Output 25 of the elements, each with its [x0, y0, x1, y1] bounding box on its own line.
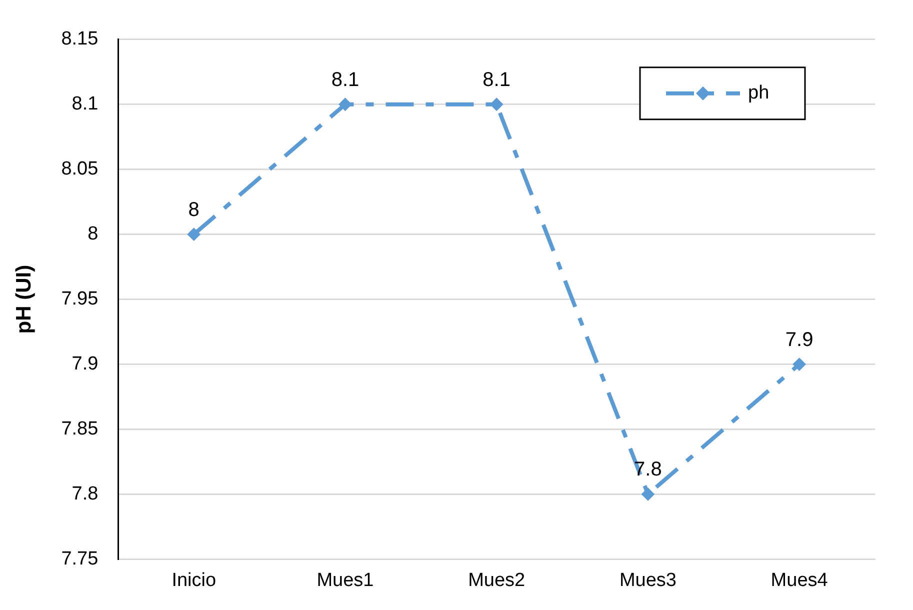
- x-tick-label: Mues1: [316, 570, 374, 591]
- point: [792, 358, 806, 371]
- point: [490, 98, 504, 111]
- data-label: 8: [188, 198, 200, 221]
- data-label: 8.1: [331, 68, 360, 91]
- y-tick-label: 7.95: [61, 288, 98, 310]
- y-tick-label: 7.85: [61, 418, 98, 440]
- point: [187, 228, 200, 241]
- y-tick-label: 8.05: [61, 158, 98, 180]
- y-tick-label: 8.1: [72, 94, 98, 115]
- point: [641, 488, 654, 501]
- x-tick-label: Mues2: [468, 570, 526, 591]
- point: [338, 98, 352, 111]
- y-tick-label: 7.8: [72, 483, 98, 504]
- y-tick-label: 7.9: [72, 354, 98, 375]
- x-tick-label: Mues3: [619, 570, 676, 591]
- y-tick-label: 7.75: [61, 548, 98, 570]
- y-axis-title: pH (UI): [12, 264, 36, 334]
- y-tick-label: 8: [88, 224, 98, 245]
- x-tick-label: Mues4: [770, 570, 828, 591]
- legend-label: ph: [748, 82, 770, 104]
- x-tick-label: Inicio: [172, 570, 216, 591]
- data-label: 8.1: [482, 68, 510, 91]
- data-label: 7.9: [785, 328, 814, 351]
- y-tick-label: 8.15: [61, 28, 98, 50]
